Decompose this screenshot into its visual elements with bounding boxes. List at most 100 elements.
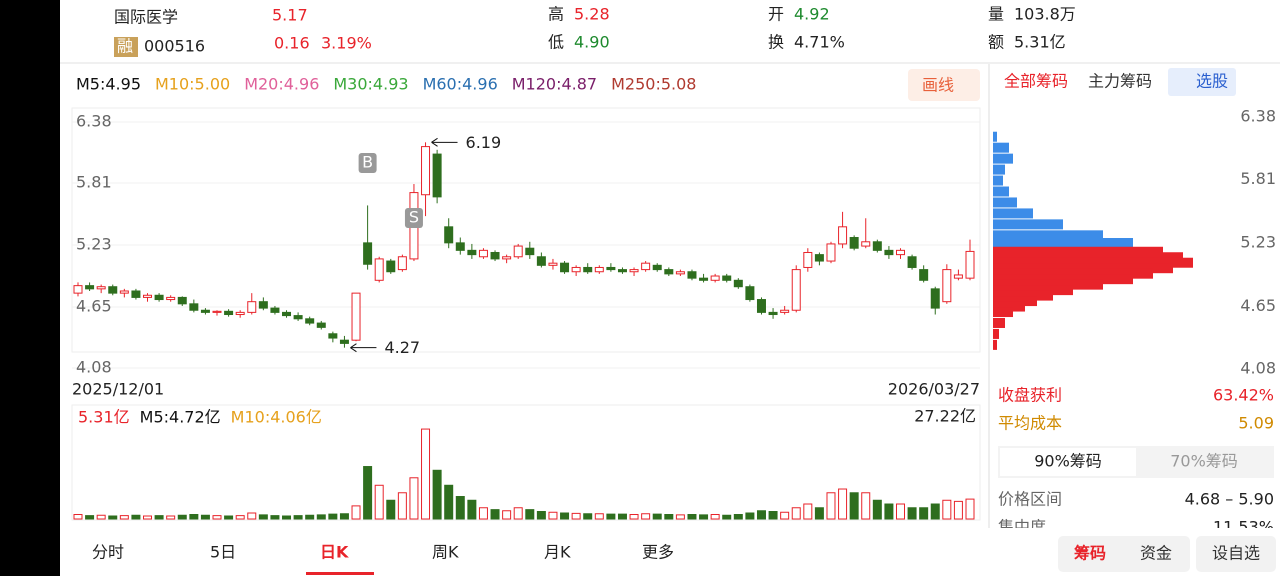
volume-bar	[664, 514, 674, 520]
marker: S	[409, 208, 419, 227]
chip-bar	[993, 328, 999, 339]
change-pct: 3.19%	[321, 34, 372, 53]
volume-bar	[953, 500, 963, 520]
tab[interactable]: 分时	[92, 543, 124, 562]
volume-bar	[444, 484, 454, 520]
volume-bar	[328, 513, 338, 520]
chip-bar	[993, 339, 997, 350]
volume-bar	[536, 511, 546, 520]
candle-body	[583, 266, 593, 273]
candle-body	[328, 333, 338, 339]
chip-bar	[993, 142, 1009, 153]
side-tab[interactable]: 主力筹码	[1088, 72, 1152, 91]
volume-bar	[73, 514, 83, 520]
toggle[interactable]: 70%筹码	[1170, 452, 1238, 471]
ma-legend: M10:5.00	[155, 75, 230, 94]
candle-body	[872, 241, 882, 251]
chip-bar	[993, 230, 1103, 241]
toggle-active	[1000, 448, 1136, 476]
chip-bar	[993, 153, 1013, 164]
volume-bar	[849, 492, 859, 520]
volume-bar	[282, 515, 292, 520]
volume-bar	[838, 488, 848, 520]
y-tick-label: 4.65	[76, 297, 112, 316]
side-button[interactable]: 设自选	[1212, 544, 1260, 563]
ma-legend: M20:4.96	[244, 75, 319, 94]
tab[interactable]: 月K	[544, 543, 571, 562]
candle-body	[652, 264, 662, 271]
y-tick-label: 4.65	[1240, 296, 1276, 315]
volume-bar	[108, 515, 118, 520]
candle-body	[606, 266, 616, 271]
side-tab[interactable]: 选股	[1196, 72, 1228, 91]
volume-bar	[907, 507, 917, 520]
candle-body	[884, 249, 894, 256]
row-label: 价格区间	[998, 490, 1062, 509]
row-label: 平均成本	[998, 414, 1062, 433]
volume-bar	[200, 514, 210, 520]
volume-bar	[293, 515, 303, 520]
open: 4.92	[794, 5, 830, 24]
side-tab[interactable]: 全部筹码	[1004, 72, 1068, 91]
tab[interactable]: 日K	[320, 543, 349, 562]
volume-bar	[652, 513, 662, 520]
high: 5.28	[574, 5, 610, 24]
candle-body	[814, 254, 824, 262]
volume-bar	[305, 514, 315, 520]
candle-body	[490, 251, 500, 260]
chip-bar	[993, 175, 1003, 186]
volume-bar	[641, 513, 651, 520]
volume-bar	[421, 428, 431, 520]
draw-button-bg[interactable]	[908, 69, 980, 101]
chip-bar	[993, 208, 1033, 219]
side-button[interactable]: 资金	[1140, 544, 1172, 563]
candle-body	[525, 247, 535, 256]
candle-body	[478, 249, 488, 258]
draw-button[interactable]: 画线	[922, 76, 954, 95]
toggle[interactable]: 90%筹码	[1034, 452, 1102, 471]
candle-body	[154, 294, 164, 301]
button-bg	[1196, 536, 1276, 572]
volume-bar	[629, 514, 639, 520]
candle-body	[780, 309, 790, 313]
tab[interactable]: 周K	[432, 543, 459, 562]
volume-bar	[571, 512, 581, 520]
candle-body	[803, 251, 813, 268]
candle-body	[791, 269, 801, 311]
candle-body	[513, 245, 523, 258]
annotation: 4.27	[384, 338, 420, 357]
annotation: 6.19	[466, 133, 502, 152]
ma-legend: M250:5.08	[611, 75, 696, 94]
y-tick-label: 5.23	[76, 235, 112, 254]
candle-body	[444, 226, 454, 244]
volume-bar	[131, 514, 141, 520]
chip-bar	[993, 296, 1037, 307]
tab[interactable]: 5日	[210, 543, 236, 562]
volume-bar	[235, 515, 245, 520]
candle-body	[177, 296, 187, 305]
chip-bar	[993, 301, 1025, 312]
candle-body	[258, 301, 268, 309]
side-button[interactable]: 筹码	[1074, 544, 1106, 563]
candle-body	[664, 269, 674, 275]
candle-body	[895, 249, 905, 256]
candle-body	[131, 290, 141, 298]
candle-body	[73, 285, 83, 294]
volume-bar	[780, 511, 790, 520]
candle-body	[548, 262, 558, 266]
divider	[60, 62, 1280, 64]
arrow-head	[431, 137, 438, 147]
volume-bar	[919, 507, 929, 520]
marker: B	[362, 153, 373, 172]
y-tick-label: 6.38	[1240, 107, 1276, 126]
candle-body	[861, 241, 871, 247]
volume-bar	[594, 513, 604, 520]
tab[interactable]: 更多	[642, 543, 674, 562]
volume-bar	[745, 512, 755, 520]
volume-bar	[560, 512, 570, 520]
row-value: 5.09	[1238, 414, 1274, 433]
candle-body	[316, 322, 326, 328]
volume-bar	[339, 513, 349, 520]
low: 4.90	[574, 33, 610, 52]
volume-bar	[119, 515, 129, 520]
